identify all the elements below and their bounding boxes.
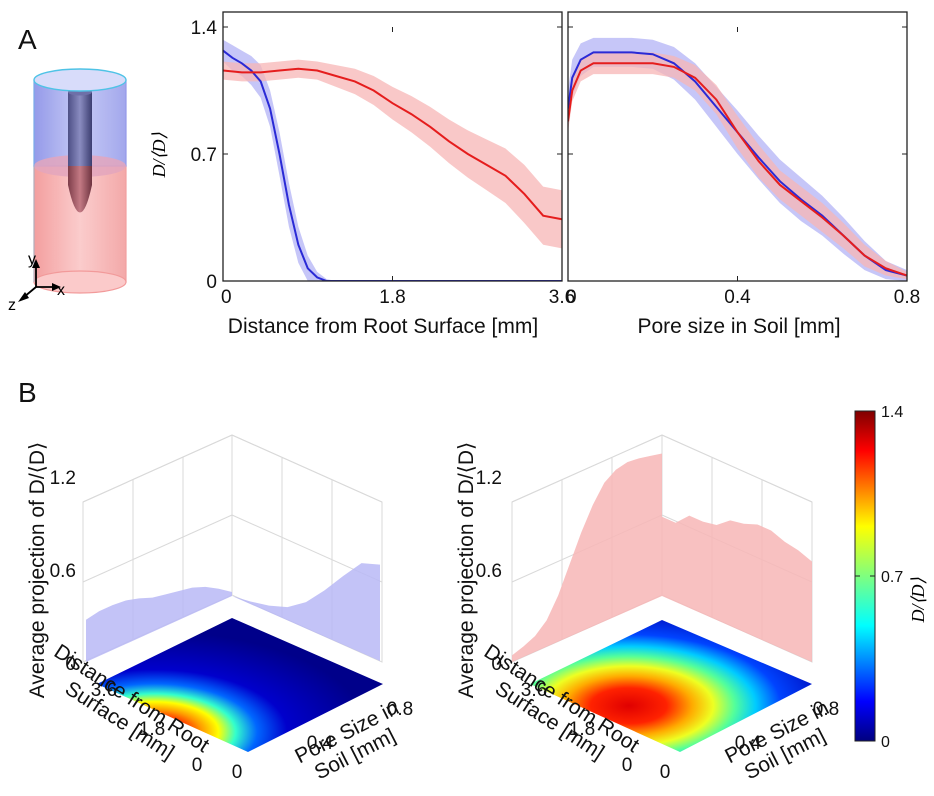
xtick-label-1-1: 0.4 <box>724 287 751 308</box>
series-line-red-1 <box>568 62 907 277</box>
ytick-label-0-0: 0 <box>206 272 217 293</box>
ztick-label-3-1: 0.6 <box>476 561 502 582</box>
colorbar-label: D/⟨D⟩ <box>908 577 928 623</box>
xtick-label-2-1: 0.4 <box>307 733 334 754</box>
ytick-label-2-2: 3.6 <box>91 680 117 701</box>
axis-triad-y: y <box>28 251 36 268</box>
projection-pore-2 <box>232 563 380 661</box>
xtick-label-1-2: 0.8 <box>894 287 920 308</box>
chart-b-left: 0 0.6 1.2 0 1.8 3.6 0 0.4 0.8 Average projection… <box>26 434 413 784</box>
chart-b-right-zlabel: Average projection of D/⟨D⟩ <box>455 442 478 698</box>
xtick-label-0-2: 3.6 <box>549 287 575 308</box>
projection-pore-3 <box>662 515 812 662</box>
heatmap-surface-right <box>530 620 812 752</box>
chart-b-right: 0 0.6 1.2 0 1.8 3.6 0 0.4 0.8 Average projection… <box>455 434 839 784</box>
root-cylinder-illustration <box>33 68 127 294</box>
axis-triad-x: x <box>57 282 65 299</box>
ytick-label-3-0: 0 <box>622 755 633 776</box>
panel-label-b: B <box>18 377 37 408</box>
ytick-label-0-1: 0.7 <box>191 145 217 166</box>
projection-distance-3 <box>512 453 662 662</box>
series-line-red-0 <box>223 67 562 221</box>
chart-a-left: 0 1.8 3.600.71.4 D/⟨D⟩ Distance from Root … <box>149 11 575 338</box>
series-line-blue-0 <box>223 49 562 281</box>
xtick-label-2-2: 0.8 <box>387 699 413 720</box>
ytick-label-2-1: 1.8 <box>139 719 165 740</box>
chart-a-left-xlabel: Distance from Root Surface [mm] <box>228 315 538 338</box>
colorbar-tick-0: 0 <box>881 734 890 751</box>
band-red-1 <box>568 52 907 280</box>
ztick-label-2-0: 0 <box>65 654 76 675</box>
axis-triad-z: z <box>8 297 16 314</box>
chart-a-right: 0 0.4 0.8 Pore size in Soil [mm] <box>566 11 920 338</box>
xtick-label-3-2: 0.8 <box>813 699 839 720</box>
axis-triad-icon: y x z <box>8 251 65 314</box>
ytick-label-2-0: 0 <box>192 755 203 776</box>
ztick-label-3-0: 0 <box>491 654 502 675</box>
ytick-label-0-2: 1.4 <box>191 18 218 39</box>
xtick-label-3-0: 0 <box>660 762 671 783</box>
chart-a-left-plot <box>223 39 562 281</box>
chart-a-right-xlabel: Pore size in Soil [mm] <box>637 315 840 338</box>
xtick-label-0-0: 0 <box>221 287 232 308</box>
xtick-label-1-0: 0 <box>566 287 577 308</box>
ytick-label-3-1: 1.8 <box>569 719 595 740</box>
panel-label-a: A <box>18 24 37 55</box>
colorbar-tick-2: 1.4 <box>881 404 903 421</box>
projection-distance-2 <box>86 586 232 662</box>
xtick-label-2-0: 0 <box>232 762 243 783</box>
chart-a-left-ylabel: D/⟨D⟩ <box>149 132 169 178</box>
ztick-label-3-2: 1.2 <box>476 468 502 489</box>
xtick-label-3-1: 0.4 <box>735 733 762 754</box>
ytick-label-3-2: 3.6 <box>521 680 547 701</box>
chart-a-right-plot <box>568 37 907 281</box>
xtick-label-0-1: 1.8 <box>379 287 405 308</box>
heatmap-surface-left <box>97 618 383 752</box>
colorbar-tick-1: 0.7 <box>881 569 903 586</box>
colorbar: 0 0.7 1.4 D/⟨D⟩ <box>854 404 928 751</box>
chart-b-left-zlabel: Average projection of D/⟨D⟩ <box>26 442 49 698</box>
ztick-label-2-2: 1.2 <box>50 468 76 489</box>
band-red-0 <box>223 59 562 249</box>
ztick-label-2-1: 0.6 <box>50 561 76 582</box>
